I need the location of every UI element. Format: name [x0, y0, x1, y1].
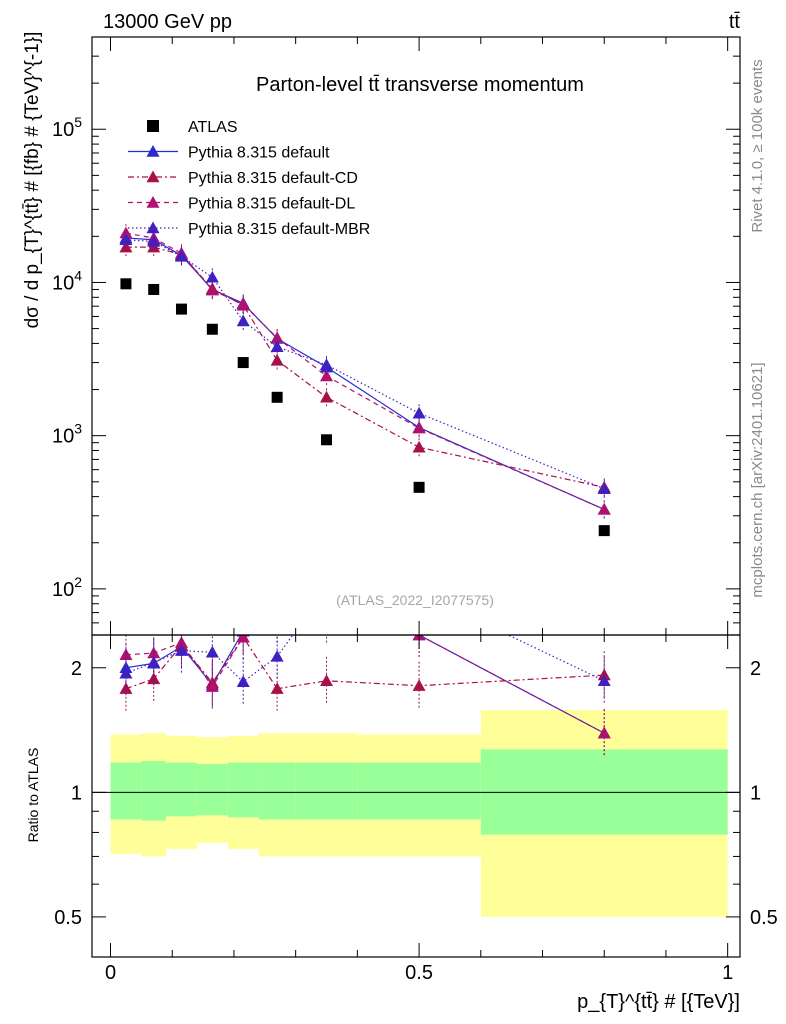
ratio-y-tick-label: 2 [71, 658, 82, 680]
cd-ratio-point [147, 672, 161, 685]
ratio-y-tick-label-right: 1 [750, 782, 761, 804]
atlas-data-point [413, 481, 425, 493]
dl-ratio-point [597, 726, 611, 739]
dl-data-point [236, 297, 250, 310]
mbr-data-point [205, 270, 219, 283]
reference-label: (ATLAS_2022_I2077575) [336, 592, 494, 608]
uncertainty-band-inner [357, 762, 481, 820]
atlas-data-point [321, 434, 333, 446]
atlas-data-point [148, 283, 160, 295]
rivet-label: Rivet 4.1.0, ≥ 100k events [749, 59, 766, 232]
cd-data-point [412, 440, 426, 453]
uncertainty-band-inner [110, 762, 142, 820]
mbr-data-point [270, 340, 284, 353]
ratio-plot-axes: 0.5 0.5 1 1 2 2 0 0.5 1 [54, 635, 778, 984]
cd-data-point [119, 240, 133, 253]
uncertainty-band-inner [196, 764, 228, 816]
atlas-data-point [237, 357, 249, 369]
ratio-plot-series [119, 635, 611, 758]
atlas-data-point [175, 303, 187, 315]
y-tick-label: 102 [52, 574, 82, 601]
mbr-data-point [412, 406, 426, 419]
mbr-ratio-point [119, 666, 133, 679]
main-plot-series [119, 224, 611, 537]
cd-series-line [125, 246, 605, 488]
dl-ratio-point [205, 680, 219, 692]
legend-default-label: Pythia 8.315 default [188, 145, 330, 162]
uncertainty-band-inner [258, 762, 296, 820]
dl-ratio-point [236, 635, 250, 643]
mbr-data-point [597, 482, 611, 494]
dl-data-point [412, 421, 426, 434]
mbr-data-point [147, 235, 161, 247]
cd-ratio-point [320, 674, 334, 687]
ratio-series-group [119, 635, 611, 758]
legend-dl-label: Pythia 8.315 default-DL [188, 196, 355, 213]
process-label: tt̄ [729, 11, 741, 33]
legend-dl-marker [146, 196, 160, 208]
ratio-plot-frame [91, 634, 741, 958]
mbr-ratio-point [597, 674, 611, 687]
mbr-ratio-point [236, 675, 250, 687]
cd-ratio-point [119, 682, 133, 694]
dl-data-point [270, 331, 284, 344]
main-plot-axes: 102 103 104 105 [52, 36, 740, 636]
mbr-data-point [174, 249, 188, 262]
ratio-y-tick-label-right: 2 [750, 658, 761, 680]
y-tick-label: 103 [52, 421, 82, 448]
mbr-ratio-point [147, 655, 161, 668]
legend-mbr-marker [146, 221, 160, 234]
cd-ratio-line [125, 636, 605, 690]
cd-ratio-point [412, 679, 426, 691]
cd-data-point [270, 353, 284, 366]
dl-data-point [205, 283, 219, 296]
atlas-data-point [206, 323, 218, 335]
atlas-data-point [120, 278, 132, 290]
main-y-axis-label: dσ / d p_{T}^{tt̄} # [{fb} # {TeV}^{-1}] [22, 32, 43, 329]
ratio-y-tick-label: 1 [71, 782, 82, 804]
ratio-y-axis-label: Ratio to ATLAS [25, 748, 41, 843]
mbr-data-point [236, 314, 250, 327]
legend-cd-marker [146, 170, 160, 183]
x-axis-label: p_{T}^{tt̄} # [{TeV}] [577, 991, 740, 1013]
legend-atlas-marker [147, 120, 159, 132]
ratio-y-tick-label-right: 0.5 [750, 907, 778, 929]
legend: ATLAS Pythia 8.315 default Pythia 8.315 de… [128, 119, 370, 238]
mbr-data-point [119, 233, 133, 245]
dl-data-point [597, 502, 611, 515]
cd-ratio-point [270, 682, 284, 694]
ratio-y-tick-label: 0.5 [54, 907, 82, 929]
x-tick-label: 1 [722, 962, 733, 984]
dl-ratio-point [147, 646, 161, 659]
legend-mbr-label: Pythia 8.315 default-MBR [188, 221, 370, 238]
legend-cd-label: Pythia 8.315 default-CD [188, 170, 358, 187]
mcplots-label: mcplots.cern.ch [arXiv:2401.10621] [749, 362, 766, 597]
uncertainty-band-inner [141, 761, 167, 821]
mbr-data-point [320, 358, 334, 371]
dl-ratio-point [174, 636, 188, 648]
legend-default-marker [146, 145, 160, 157]
dl-ratio-line [125, 635, 605, 734]
y-tick-label: 104 [52, 267, 82, 294]
dl-data-point [320, 369, 334, 382]
cd-data-point [320, 390, 334, 403]
mbr-ratio-point [270, 649, 284, 662]
mbr-ratio-point [205, 645, 219, 658]
ratio-uncertainty-bands [92, 710, 740, 917]
default-ratio-line [125, 635, 605, 734]
uncertainty-band-inner [227, 762, 259, 818]
x-tick-label: 0.5 [405, 962, 433, 984]
dl-series-line [125, 232, 605, 510]
uncertainty-band-inner [166, 762, 197, 817]
x-tick-label: 0 [105, 962, 116, 984]
uncertainty-band-inner [295, 762, 358, 820]
atlas-data-point [271, 391, 283, 403]
atlas-data-point [598, 525, 610, 537]
mbr-ratio-point [174, 644, 188, 656]
legend-atlas-label: ATLAS [188, 119, 238, 136]
plot-title: Parton-level tt̄ transverse momentum [256, 74, 584, 96]
y-tick-label: 105 [52, 114, 82, 141]
energy-label: 13000 GeV pp [103, 11, 232, 33]
